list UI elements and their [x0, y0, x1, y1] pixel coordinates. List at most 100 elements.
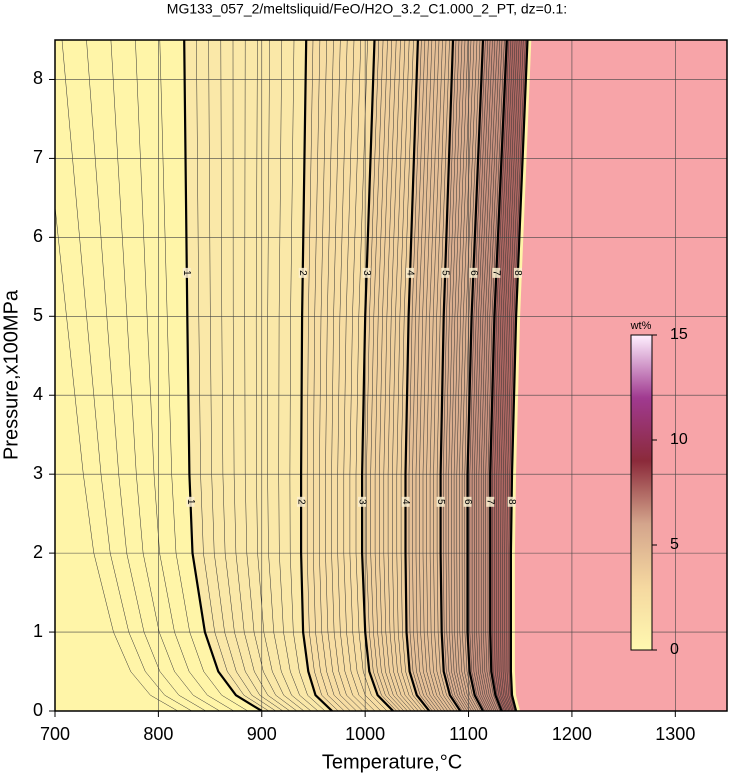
minor-contour	[474, 40, 491, 711]
minor-contour	[396, 40, 423, 711]
minor-contour	[289, 40, 326, 711]
colorbar-tick-label: 5	[670, 536, 679, 553]
minor-contour	[453, 40, 472, 711]
contour-label: 7	[491, 270, 502, 276]
contour-label-bg	[513, 267, 522, 278]
minor-contour	[319, 40, 351, 711]
plot-frame	[54, 39, 728, 712]
minor-contour	[459, 40, 477, 711]
contour-label: 2	[297, 270, 308, 276]
minor-contour	[485, 40, 503, 711]
minor-contour	[278, 40, 319, 711]
y-tick-label: 7	[33, 147, 43, 167]
minor-contour	[504, 40, 522, 711]
minor-contour	[267, 40, 312, 711]
minor-contour	[55, 203, 178, 711]
contour-label-bg	[436, 496, 445, 507]
contour-label-bg	[441, 267, 450, 278]
minor-contour	[419, 40, 442, 711]
minor-contour	[498, 40, 516, 711]
contour-label-bg	[401, 496, 410, 507]
minor-contour	[208, 40, 276, 711]
minor-contour	[337, 40, 369, 711]
contour-line	[489, 40, 508, 711]
contour-label-bg	[362, 267, 371, 278]
minor-contour	[343, 40, 375, 711]
minor-contour	[500, 40, 518, 711]
minor-contour	[469, 40, 486, 711]
contour-label: 4	[400, 499, 411, 505]
contour-label: 4	[404, 270, 415, 276]
contour-label: 2	[295, 499, 306, 505]
colorbar-label: wt%	[630, 320, 652, 332]
y-tick-label: 6	[33, 226, 43, 246]
minor-contour	[255, 40, 305, 711]
x-tick-label: 800	[143, 724, 173, 744]
y-tick-label: 3	[33, 463, 43, 483]
minor-contour	[135, 40, 234, 711]
minor-contour	[476, 40, 493, 711]
minor-contour	[496, 40, 514, 711]
contour-label-bg	[182, 267, 191, 278]
minor-contour	[443, 40, 463, 711]
minor-contour	[508, 40, 526, 711]
contour-band	[362, 40, 430, 711]
minor-contour	[349, 40, 382, 711]
contour-line	[183, 40, 263, 711]
x-tick-label: 1100	[449, 724, 488, 744]
minor-contour	[456, 40, 475, 711]
minor-contour	[387, 40, 415, 711]
y-tick-label: 4	[33, 384, 43, 404]
y-tick-label: 2	[33, 542, 43, 562]
minor-contour	[61, 40, 192, 711]
minor-contour	[483, 40, 500, 711]
minor-contour	[415, 40, 439, 711]
x-axis-label: Temperature,°C	[322, 751, 462, 773]
contour-line	[404, 40, 431, 711]
minor-contour	[412, 40, 436, 711]
y-tick-label: 0	[33, 700, 43, 720]
contour-label: 1	[185, 499, 196, 505]
minor-contour	[480, 40, 498, 711]
contour-label: 5	[440, 270, 451, 276]
minor-contour	[232, 40, 291, 711]
minor-contour	[433, 40, 455, 711]
x-tick-label: 1000	[345, 724, 385, 744]
contour-line	[466, 40, 485, 711]
contour-label: 1	[181, 270, 192, 276]
minor-contour	[220, 40, 284, 711]
minor-contour	[426, 40, 449, 711]
contour-label-bg	[463, 496, 472, 507]
contour-label-bg	[492, 267, 501, 278]
minor-contour	[313, 40, 345, 711]
contour-label-bg	[507, 496, 516, 507]
minor-contour	[244, 40, 298, 711]
minor-contour	[492, 40, 510, 711]
contour-line	[300, 40, 333, 711]
colorbar-tick-label: 15	[670, 326, 688, 343]
contour-label-bg	[186, 496, 195, 507]
liquid-region	[514, 40, 727, 711]
contour-label-bg	[486, 496, 495, 507]
minor-contour	[379, 40, 408, 711]
minor-contour	[436, 40, 458, 711]
plot-area	[55, 40, 727, 711]
minor-contour	[461, 40, 479, 711]
x-tick-label: 900	[247, 724, 277, 744]
chart-title: MG133_057_2/meltsliquid/FeO/H2O_3.2_C1.0…	[167, 1, 567, 17]
minor-contour	[506, 40, 524, 711]
y-axis-label: Pressure,x100MPa	[0, 289, 22, 460]
minor-contour	[110, 40, 220, 711]
minor-contour	[374, 40, 405, 711]
y-tick-label: 5	[33, 305, 43, 325]
minor-contour	[306, 40, 339, 711]
contour-band	[301, 40, 394, 711]
contour-label-bg	[469, 267, 478, 278]
minor-contour	[464, 40, 481, 711]
x-tick-label: 1300	[655, 724, 695, 744]
contour-label: 3	[361, 270, 372, 276]
contour-label: 3	[356, 499, 367, 505]
colorbar-tick-label: 10	[670, 431, 688, 448]
contour-label-bg	[358, 496, 367, 507]
